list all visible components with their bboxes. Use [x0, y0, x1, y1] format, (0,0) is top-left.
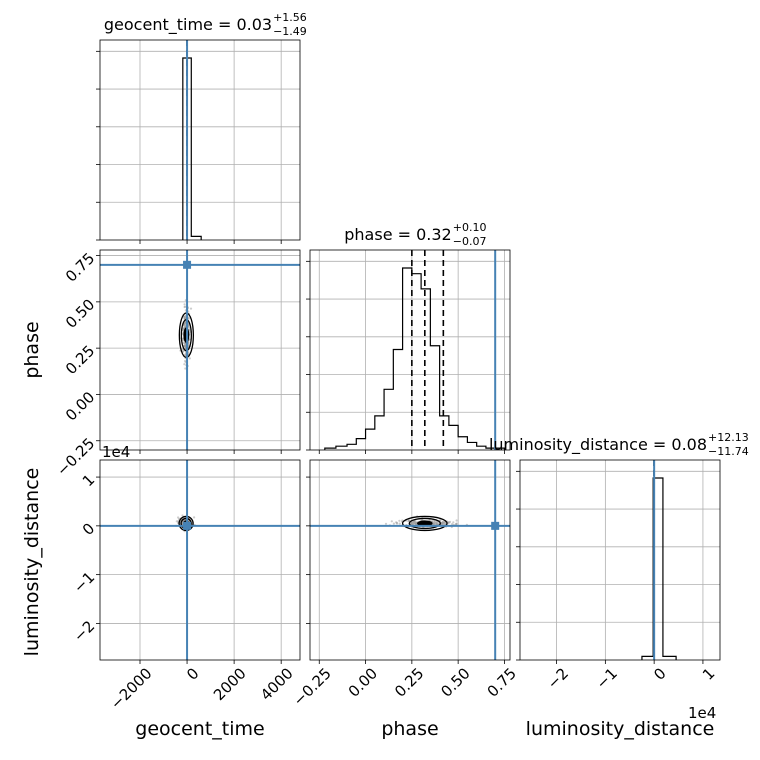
x-offset-label: 1e4 [688, 704, 716, 722]
sample-point [407, 519, 410, 522]
histogram-geocent_time [182, 57, 202, 240]
sample-point [455, 523, 458, 526]
sample-point [184, 359, 187, 363]
sample-point [184, 367, 187, 370]
title-lower-error: −0.07 [453, 235, 487, 248]
x-tick-label: 0 [183, 664, 202, 683]
x-tick-label: −2000 [107, 664, 156, 713]
sample-point [401, 519, 404, 522]
sample-point [390, 520, 393, 523]
x-tick-label: 2000 [210, 664, 250, 704]
y-tick-label: −1 [70, 568, 98, 596]
sample-point [398, 522, 401, 525]
panel-frame [99, 39, 301, 241]
x-axis-label: luminosity_distance [526, 718, 715, 740]
y-tick-label: 1 [79, 471, 98, 490]
sample-point [415, 522, 418, 525]
sample-point [439, 518, 442, 522]
x-tick-label: −0.25 [290, 664, 335, 709]
title-upper-error: +1.56 [273, 11, 307, 24]
data-layer [100, 40, 677, 660]
sample-point [182, 341, 185, 344]
sample-point [395, 521, 398, 524]
sample-point [183, 363, 186, 366]
x-axis-label: geocent_time [135, 718, 264, 740]
injection-marker [183, 521, 192, 530]
sample-point [181, 329, 185, 332]
sample-point [441, 520, 444, 523]
sample-point [392, 522, 395, 525]
panel-title: geocent_time = 0.03 [104, 15, 272, 35]
y-tick-label: −0.25 [53, 434, 98, 479]
x-tick-label: 1 [699, 664, 718, 683]
sample-point [451, 523, 454, 526]
x-tick-label: 0 [650, 664, 669, 683]
panel-frame [309, 249, 511, 451]
grid-layer [100, 40, 720, 660]
y-tick-label: 0.50 [62, 295, 98, 331]
y-axis-label: phase [21, 321, 43, 378]
sample-point [188, 328, 191, 331]
sample-point [183, 303, 186, 306]
sample-point [455, 519, 458, 522]
title-lower-error: −11.74 [708, 445, 749, 458]
y-tick-label: −2 [70, 617, 98, 645]
sample-point [188, 357, 191, 360]
histogram-luminosity_distance [641, 477, 677, 660]
text-layer: geocent_time = 0.03 +1.56−1.49 phase = 0.3… [21, 11, 749, 740]
x-tick-label: 0.25 [391, 664, 427, 700]
panel-title: luminosity_distance = 0.08 [489, 435, 707, 455]
panel-frame [519, 459, 721, 661]
x-tick-label: 0.50 [437, 664, 473, 700]
y-tick-label: 0.75 [62, 249, 98, 285]
x-tick-label: 0.00 [345, 664, 381, 700]
title-upper-error: +0.10 [453, 221, 487, 234]
x-tick-label: −2 [544, 664, 572, 692]
histogram-phase [324, 267, 506, 450]
y-axis-label: luminosity_distance [21, 468, 43, 657]
panel-frame [309, 459, 511, 661]
sample-point [384, 522, 388, 525]
panel-frame [99, 249, 301, 451]
sample-point [452, 521, 455, 524]
y-tick-label: 0.00 [62, 388, 98, 424]
sample-point [177, 516, 180, 519]
sample-point [181, 514, 184, 517]
x-tick-label: 0.75 [484, 664, 520, 700]
sample-point [412, 522, 415, 525]
injection-marker [183, 260, 192, 269]
x-tick-label: −1 [593, 664, 621, 692]
y-tick-label: 0.25 [62, 342, 98, 378]
title-upper-error: +12.13 [708, 431, 749, 444]
panel-title: phase = 0.32 [344, 225, 451, 244]
sample-point [436, 522, 439, 525]
x-axis-label: phase [381, 718, 438, 740]
y-tick-label: 0 [79, 519, 98, 538]
frame-layer [96, 39, 721, 664]
contour-outer [401, 515, 448, 532]
sample-point [189, 307, 193, 310]
panel-frame [99, 459, 301, 661]
contour-inner [408, 517, 442, 530]
injection-marker [491, 521, 500, 530]
sample-point [398, 519, 401, 522]
sample-point [184, 305, 187, 308]
y-offset-label: 1e4 [102, 443, 130, 461]
sample-point [433, 521, 436, 524]
sample-point [182, 349, 185, 352]
sample-point [193, 516, 196, 519]
title-lower-error: −1.49 [273, 25, 307, 38]
